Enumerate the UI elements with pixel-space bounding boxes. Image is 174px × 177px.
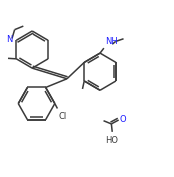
Text: N: N [7,35,13,44]
Text: O: O [120,115,126,124]
Text: HO: HO [105,136,118,145]
Text: NH: NH [105,37,117,46]
Text: Cl: Cl [58,112,66,121]
